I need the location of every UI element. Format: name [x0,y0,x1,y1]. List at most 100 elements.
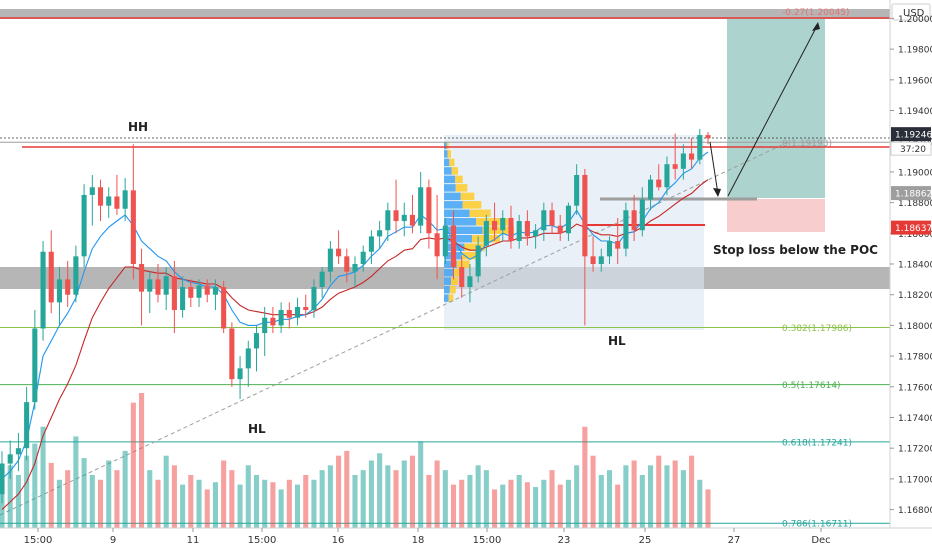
candle-body [377,230,383,237]
candle-body [467,276,473,288]
pullback-arrowhead [713,188,721,197]
candle [557,214,563,241]
candle [401,202,407,237]
price-tag-text: 1.18862 [895,190,932,200]
y-tick-label: 1.20000 [898,15,932,25]
volume-bar [237,484,243,528]
top-zone [0,9,890,19]
candle [516,214,522,249]
volume-bar [475,465,481,528]
currency-box[interactable] [891,3,931,21]
candle-body [680,153,686,169]
volume-bar [24,455,30,528]
profile-bar-up [444,184,456,192]
profile-bar-up [444,268,454,277]
y-tick-label: 1.19400 [898,107,932,117]
countdown-box [890,141,932,156]
x-tick-label: Dec [811,535,830,546]
x-tick-label: 27 [728,535,741,546]
x-tick-label: 9 [110,535,116,546]
candle [106,187,112,218]
volume-bar [221,460,227,528]
profile-bar-up [444,201,463,209]
volume-bar [196,479,202,528]
volume-bar [81,458,87,528]
candle-body [483,221,489,246]
candle [541,202,547,241]
price-axis-bg [890,0,932,550]
volume-bar [188,474,194,528]
candle-body [221,287,227,329]
candle-body [336,248,342,257]
fib-label: 0(1.19193) [782,139,832,149]
candle-body [434,233,440,257]
profile-bar-up [444,277,451,285]
candle-body [344,256,350,272]
y-tick-label: 1.17400 [898,414,932,424]
candle [705,132,711,145]
candle [639,187,645,237]
candle [385,202,391,241]
profile-bar-down [448,294,454,302]
candle [311,279,317,318]
volume-bar [147,470,153,528]
candle-body [196,285,202,298]
volume-bar [664,465,670,528]
pullback-arrow-line [709,141,719,195]
candle [48,230,54,314]
volume-bar [483,470,489,528]
profile-bar-up [444,209,470,218]
arrows [709,22,820,197]
volume-bar [549,470,555,528]
volume-bar [689,455,695,528]
candle [524,210,530,246]
volume-bar [590,455,596,528]
volume-bar [106,460,112,528]
profile-bar-up [444,150,448,158]
candle [434,194,440,280]
candle-body [401,214,407,222]
candle-body [541,210,547,231]
candle-body [106,196,112,206]
candle-body [664,164,670,188]
candle-body [426,187,432,234]
candle [303,294,309,318]
candle [574,164,580,215]
candle [180,276,186,318]
candle-body [56,279,63,303]
price-tag-text: 1.18637 [895,224,932,234]
volume-bar [171,465,177,528]
volume-bar [319,470,325,528]
candle [689,138,695,169]
candle [680,144,686,180]
x-tick-label: 11 [187,535,200,546]
candle-body [130,190,136,264]
candle-body [639,199,645,231]
volume-bar [180,484,186,528]
candle [294,297,301,326]
x-tick-label: 16 [332,535,345,546]
candle [73,245,79,303]
candle [393,179,399,234]
y-tick-label: 1.19600 [898,76,932,86]
candle-body [73,256,79,295]
fib-label: 0.786(1.16711) [782,520,852,530]
volume-bar [492,489,498,528]
candle-body [590,256,596,264]
volume-bar [294,484,301,528]
candle-body [139,264,145,292]
volume-bar [163,455,169,528]
volume-bar [565,479,571,528]
profile-bar-down [447,150,451,158]
candle [615,217,621,264]
candle [139,248,145,326]
candle [81,184,87,268]
candle [598,248,604,272]
candle [450,210,457,280]
fib-label: -0.27(1.20045) [782,8,850,18]
volume-bar [500,484,506,528]
candle-body [672,164,678,169]
candle [475,236,481,283]
